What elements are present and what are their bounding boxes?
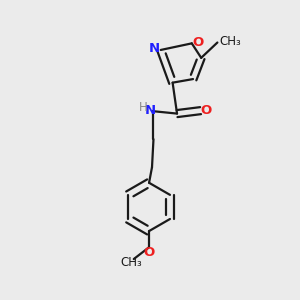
Text: O: O	[192, 36, 203, 49]
Text: O: O	[201, 104, 212, 117]
Text: N: N	[144, 104, 155, 117]
Text: H: H	[139, 101, 147, 114]
Text: CH₃: CH₃	[219, 35, 241, 48]
Text: N: N	[149, 42, 160, 55]
Text: CH₃: CH₃	[121, 256, 142, 269]
Text: O: O	[143, 246, 155, 259]
